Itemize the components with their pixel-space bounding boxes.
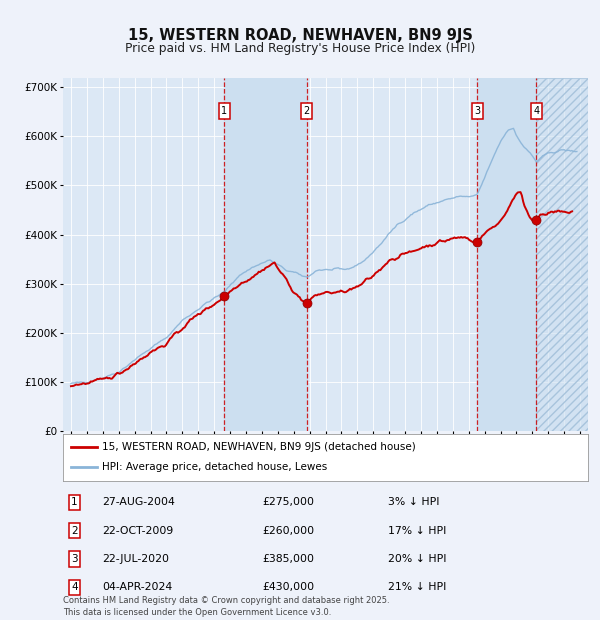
- Text: 1: 1: [221, 106, 227, 116]
- Text: Contains HM Land Registry data © Crown copyright and database right 2025.
This d: Contains HM Land Registry data © Crown c…: [63, 596, 389, 617]
- Text: 3% ↓ HPI: 3% ↓ HPI: [389, 497, 440, 507]
- Text: 22-OCT-2009: 22-OCT-2009: [103, 526, 173, 536]
- Text: 3: 3: [475, 106, 481, 116]
- Bar: [536, 78, 588, 431]
- Bar: [478, 78, 536, 431]
- Text: 27-AUG-2004: 27-AUG-2004: [103, 497, 175, 507]
- Text: 2: 2: [71, 526, 78, 536]
- Text: £275,000: £275,000: [263, 497, 314, 507]
- Text: 3: 3: [71, 554, 78, 564]
- Text: 1: 1: [71, 497, 78, 507]
- Text: 20% ↓ HPI: 20% ↓ HPI: [389, 554, 447, 564]
- Text: 22-JUL-2020: 22-JUL-2020: [103, 554, 169, 564]
- Text: £385,000: £385,000: [263, 554, 314, 564]
- Text: 21% ↓ HPI: 21% ↓ HPI: [389, 582, 447, 592]
- Text: 15, WESTERN ROAD, NEWHAVEN, BN9 9JS: 15, WESTERN ROAD, NEWHAVEN, BN9 9JS: [128, 29, 472, 43]
- Text: £430,000: £430,000: [263, 582, 314, 592]
- Text: £260,000: £260,000: [263, 526, 314, 536]
- Text: HPI: Average price, detached house, Lewes: HPI: Average price, detached house, Lewe…: [103, 463, 328, 472]
- Bar: [224, 78, 307, 431]
- Text: 4: 4: [71, 582, 78, 592]
- Text: 04-APR-2024: 04-APR-2024: [103, 582, 173, 592]
- Bar: [536, 78, 588, 431]
- Text: 2: 2: [304, 106, 310, 116]
- Text: 17% ↓ HPI: 17% ↓ HPI: [389, 526, 447, 536]
- Text: 4: 4: [533, 106, 539, 116]
- Text: Price paid vs. HM Land Registry's House Price Index (HPI): Price paid vs. HM Land Registry's House …: [125, 43, 475, 55]
- Text: 15, WESTERN ROAD, NEWHAVEN, BN9 9JS (detached house): 15, WESTERN ROAD, NEWHAVEN, BN9 9JS (det…: [103, 442, 416, 452]
